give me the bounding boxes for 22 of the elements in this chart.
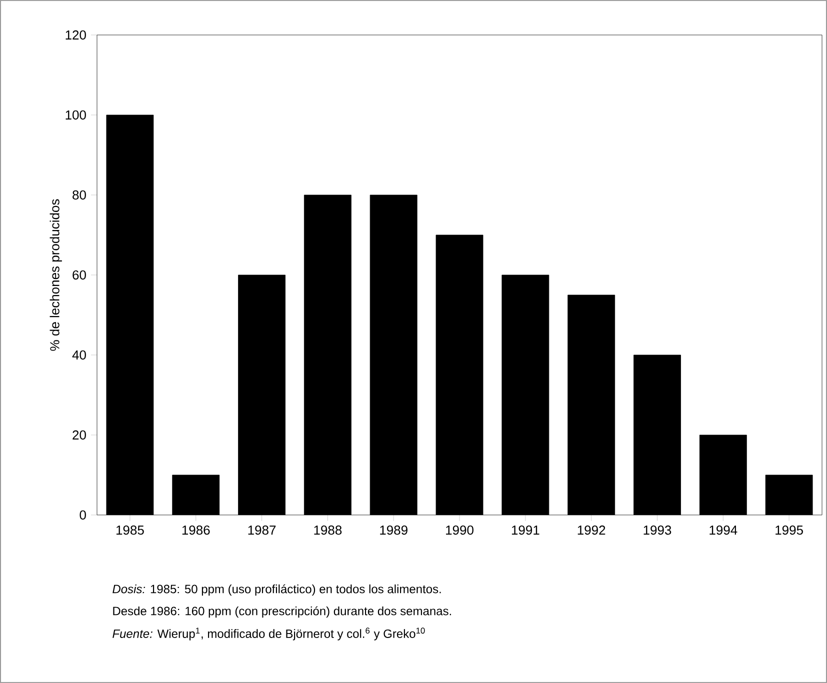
y-tick-label: 80 (72, 190, 86, 200)
x-tick-label: 1989 (380, 526, 408, 535)
y-tick-label: 100 (66, 110, 86, 120)
x-tick-label: 1991 (512, 526, 540, 535)
y-tick-label: 120 (66, 30, 86, 40)
text: Fuente: Wierup$^{1}$, modificado de Björnerot y col.$^{6}$ y Greko$^{10}$ (112, 628, 425, 640)
y-tick-label: 0 (80, 510, 86, 520)
y-axis-title: % de lechones producidos (50, 199, 62, 351)
y-tick-label: 60 (72, 270, 86, 280)
x-tick-label: 1986 (182, 526, 210, 535)
y-tick-label: 20 (72, 430, 86, 440)
x-tick-label: 1992 (578, 526, 606, 535)
x-tick-label: 1987 (248, 526, 276, 535)
x-tick-label: 1988 (314, 526, 342, 535)
x-tick-label: 1985 (116, 526, 144, 535)
x-tick-label: 1994 (710, 526, 738, 535)
y-tick-label: 40 (72, 350, 86, 360)
text: Desde 1986: 160 ppm (con prescripción) durante dos semanas. (113, 606, 452, 618)
text: Dosis: 1985: 50 ppm (uso profiláctico) en todos los alimentos. (112, 584, 441, 596)
x-tick-label: 1995 (776, 526, 803, 535)
x-tick-label: 1993 (644, 526, 672, 535)
x-tick-label: 1990 (446, 526, 474, 535)
